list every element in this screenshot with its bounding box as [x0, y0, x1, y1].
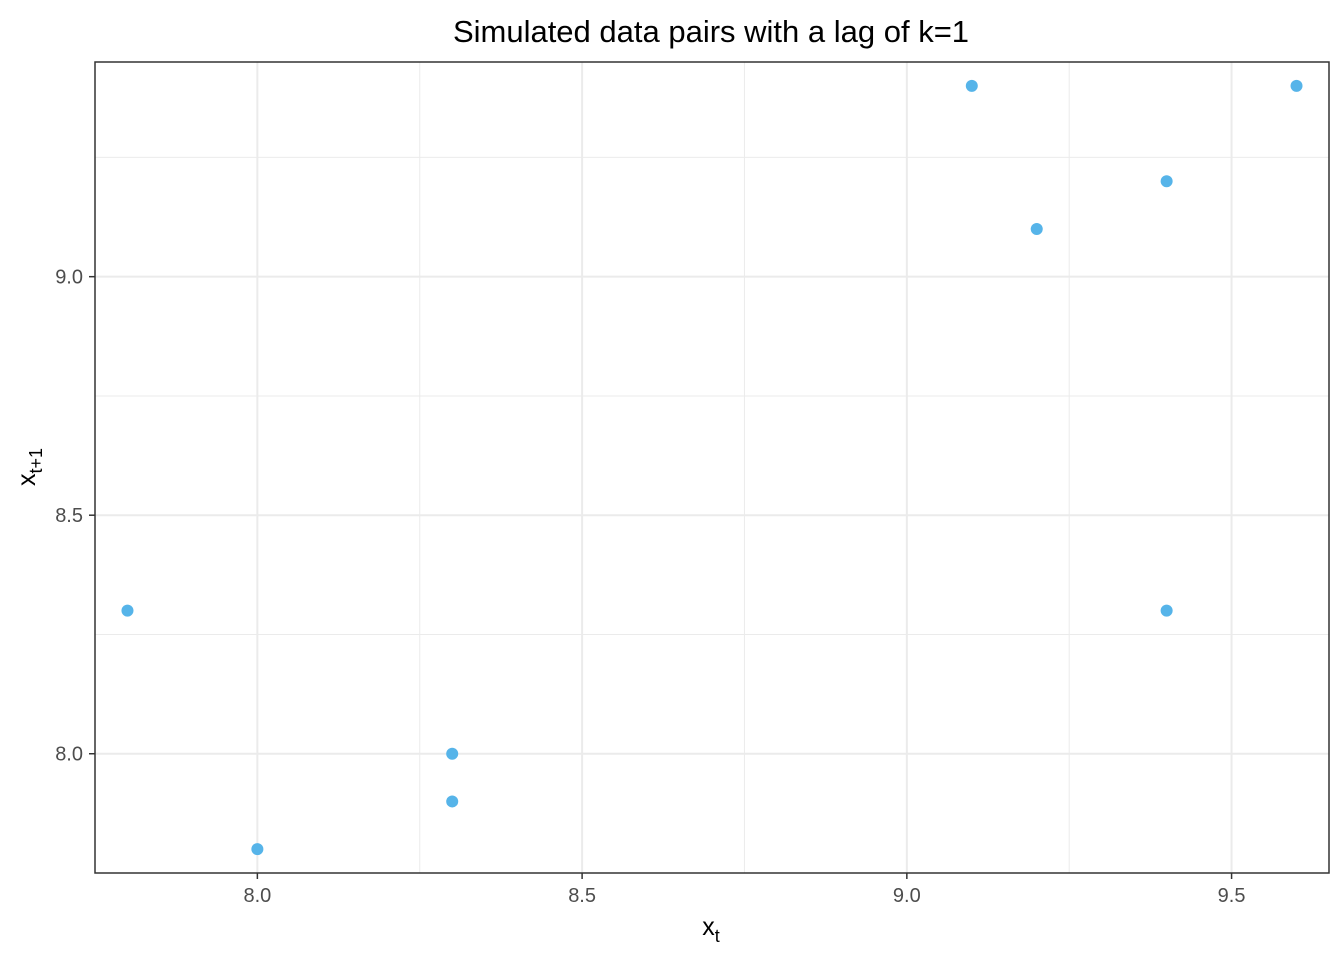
data-point-6	[1160, 175, 1173, 188]
data-point-3	[446, 795, 459, 808]
x-tick-label-2: 9.0	[893, 885, 921, 907]
x-axis-label: xt	[702, 913, 720, 946]
y-axis-ticks: 8.0 8.5 9.0	[55, 267, 95, 766]
grid-major-lines	[95, 62, 1329, 873]
y-tick-label-0: 8.0	[55, 744, 83, 766]
y-axis-label-group: xt+1	[13, 448, 46, 486]
data-point-7	[1160, 604, 1173, 617]
y-tick-label-1: 8.5	[55, 505, 83, 527]
x-axis-label-sub: t	[715, 926, 720, 946]
data-point-5	[1030, 222, 1043, 235]
data-points	[121, 79, 1303, 856]
grid-minor-lines	[94, 62, 1329, 874]
data-point-8	[1290, 79, 1303, 92]
data-point-1	[251, 843, 264, 856]
y-tick-label-2: 9.0	[55, 267, 83, 289]
x-axis-ticks: 8.0 8.5 9.0 9.5	[243, 873, 1245, 907]
y-axis-label-main: x	[13, 473, 41, 486]
data-point-0	[121, 604, 134, 617]
x-axis-label-main: x	[702, 913, 715, 941]
x-tick-label-3: 9.5	[1218, 885, 1246, 907]
y-axis-label: xt+1	[13, 448, 46, 486]
x-tick-label-1: 8.5	[568, 885, 596, 907]
x-tick-label-0: 8.0	[243, 885, 271, 907]
data-point-2	[446, 747, 459, 760]
data-point-4	[965, 79, 978, 92]
panel-border	[94, 61, 1330, 874]
chart-title: Simulated data pairs with a lag of k=1	[453, 14, 969, 49]
y-axis-label-sub: t+1	[26, 448, 46, 474]
